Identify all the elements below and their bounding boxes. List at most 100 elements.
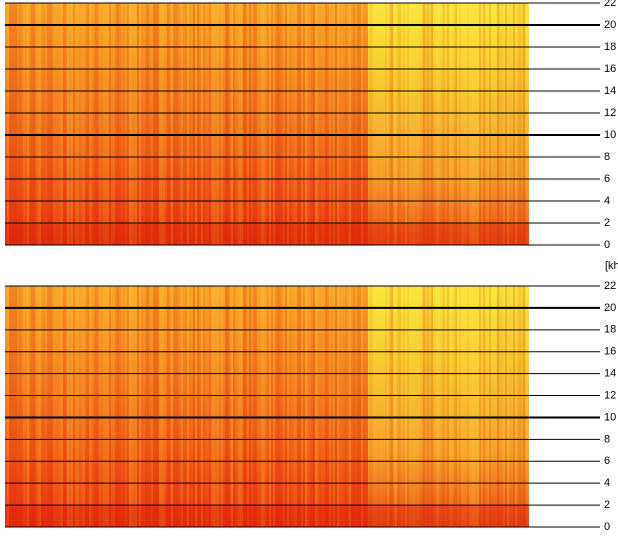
spectral-stripe — [471, 286, 473, 527]
spectral-stripe — [475, 3, 477, 245]
spectral-stripe — [373, 3, 375, 245]
spectral-stripe — [57, 3, 59, 245]
spectral-stripe — [261, 3, 263, 245]
spectral-stripe — [179, 286, 181, 527]
spectral-stripe — [9, 286, 11, 527]
spectral-stripe — [243, 286, 245, 527]
spectral-stripe — [65, 3, 67, 245]
spectral-stripe — [197, 3, 199, 245]
spectral-stripe — [337, 3, 339, 245]
spectral-stripe — [177, 286, 179, 527]
y-tick-label: 14 — [604, 368, 616, 380]
spectral-stripe — [61, 286, 63, 527]
spectral-stripe — [117, 286, 119, 527]
spectral-stripe — [345, 286, 347, 527]
spectral-stripe — [469, 286, 471, 527]
y-tick-label: 10 — [604, 411, 616, 423]
spectral-stripe — [413, 3, 415, 245]
spectral-stripe — [151, 286, 153, 527]
spectral-stripe — [295, 3, 297, 245]
spectral-stripe — [21, 286, 23, 527]
spectral-stripe — [199, 3, 201, 245]
spectral-stripe — [325, 286, 327, 527]
spectral-stripe — [11, 286, 13, 527]
spectral-stripe — [293, 286, 295, 527]
spectral-stripe — [191, 3, 193, 245]
spectral-stripe — [235, 286, 237, 527]
spectral-stripe — [83, 3, 85, 245]
spectral-stripe — [339, 3, 341, 245]
spectral-stripe — [517, 286, 519, 527]
spectral-stripe — [285, 286, 287, 527]
spectral-stripe — [461, 286, 463, 527]
spectral-stripe — [315, 286, 317, 527]
spectral-stripe — [125, 286, 127, 527]
spectral-stripe — [423, 3, 425, 245]
spectral-stripe — [281, 286, 283, 527]
spectral-stripe — [359, 3, 361, 245]
spectral-stripe — [219, 3, 221, 245]
spectral-stripe — [257, 286, 259, 527]
spectral-stripe — [67, 286, 69, 527]
spectral-stripe — [77, 3, 79, 245]
spectral-stripe — [123, 3, 125, 245]
spectral-stripe — [237, 3, 239, 245]
spectral-stripe — [139, 3, 141, 245]
spectral-stripe — [351, 286, 353, 527]
spectral-stripe — [233, 3, 235, 245]
spectral-stripe — [183, 286, 185, 527]
spectral-stripe — [397, 3, 399, 245]
spectral-stripe — [155, 286, 157, 527]
spectral-stripe — [189, 3, 191, 245]
spectral-stripe — [389, 286, 391, 527]
spectral-stripe — [99, 3, 101, 245]
spectral-stripe — [67, 3, 69, 245]
spectral-stripe — [371, 3, 373, 245]
spectral-stripe — [409, 286, 411, 527]
spectral-stripe — [297, 3, 299, 245]
spectral-stripe — [389, 3, 391, 245]
spectral-stripe — [411, 286, 413, 527]
spectral-stripe — [497, 286, 499, 527]
spectral-stripe — [91, 286, 93, 527]
spectral-stripe — [463, 286, 465, 527]
spectral-stripe — [141, 3, 143, 245]
spectral-stripe — [175, 286, 177, 527]
spectral-stripe — [327, 3, 329, 245]
spectral-stripe — [103, 3, 105, 245]
spectral-stripe — [27, 286, 29, 527]
spectral-stripe — [41, 3, 43, 245]
y-tick-label: 8 — [604, 433, 610, 445]
spectral-stripe — [441, 3, 443, 245]
spectral-stripe — [343, 3, 345, 245]
spectral-stripe — [513, 286, 515, 527]
spectral-stripe — [411, 3, 413, 245]
y-tick-label: 6 — [604, 455, 610, 467]
spectral-stripe — [99, 286, 101, 527]
spectral-stripe — [381, 3, 383, 245]
spectral-stripe — [291, 286, 293, 527]
spectral-stripe — [489, 286, 491, 527]
spectral-stripe — [263, 286, 265, 527]
spectral-stripe — [253, 3, 255, 245]
spectral-stripe — [193, 286, 195, 527]
spectral-stripe — [431, 286, 433, 527]
spectral-stripe — [21, 3, 23, 245]
spectral-stripe — [13, 286, 15, 527]
spectral-stripe — [127, 286, 129, 527]
spectral-stripe — [527, 286, 529, 527]
spectral-stripe — [217, 3, 219, 245]
spectral-stripe — [387, 286, 389, 527]
spectral-stripe — [437, 3, 439, 245]
spectral-stripe — [243, 3, 245, 245]
spectral-stripe — [319, 3, 321, 245]
y-tick-label: 16 — [604, 346, 616, 358]
spectral-stripe — [415, 3, 417, 245]
spectral-stripe — [35, 286, 37, 527]
spectral-stripe — [393, 3, 395, 245]
spectral-stripe — [323, 3, 325, 245]
spectral-stripe — [251, 3, 253, 245]
spectral-stripe — [379, 3, 381, 245]
spectral-stripe — [143, 286, 145, 527]
